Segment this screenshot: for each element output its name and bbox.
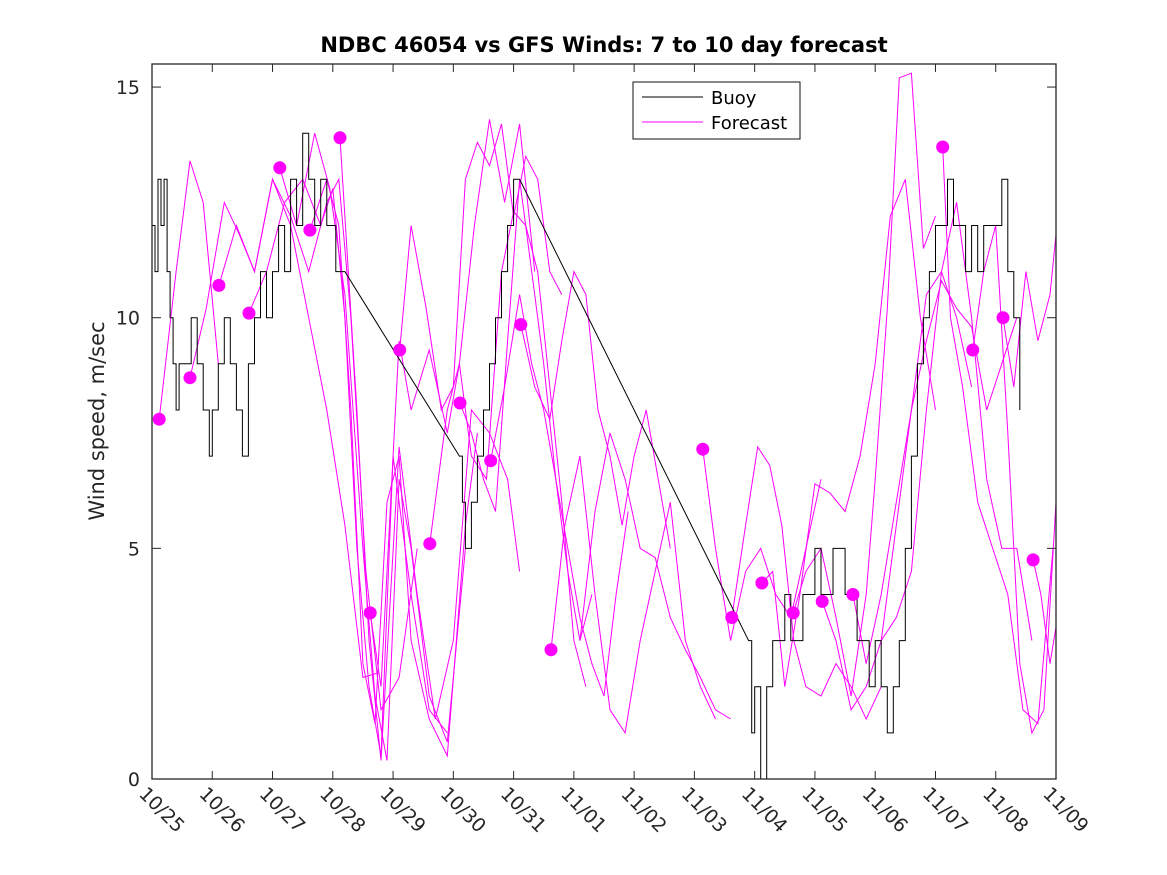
y-axis-label: Wind speed, m/sec <box>85 321 109 520</box>
plot-area <box>152 72 1056 779</box>
axes-box <box>151 63 1057 780</box>
forecast-line <box>550 455 716 735</box>
forecast-line <box>248 178 448 756</box>
forecast-line <box>399 123 563 412</box>
forecast-line <box>158 160 219 420</box>
forecast-start-marker <box>273 161 287 175</box>
forecast-line <box>972 225 1056 735</box>
forecast-start-marker <box>996 311 1010 325</box>
forecast-start-marker <box>453 396 467 410</box>
y-tick-label: 10 <box>116 308 140 330</box>
forecast-start-marker <box>1026 553 1040 567</box>
legend: Buoy Forecast <box>632 81 801 140</box>
forecast-start-marker <box>393 343 407 357</box>
forecast-line <box>792 72 936 697</box>
y-axis: 0 5 10 15 <box>116 77 1056 791</box>
legend-forecast-label: Forecast <box>711 113 787 134</box>
forecast-line <box>1002 234 1056 387</box>
forecast-start-marker <box>363 606 377 620</box>
marker-layer <box>152 131 1040 657</box>
forecast-start-marker <box>846 588 860 601</box>
forecast-line <box>309 177 478 758</box>
forecast-line <box>369 119 536 687</box>
buoy-line <box>152 132 1021 779</box>
forecast-start-marker <box>725 611 739 624</box>
y-tick-label: 0 <box>128 769 140 791</box>
forecast-start-marker <box>544 643 558 657</box>
forecast-start-marker <box>212 278 226 292</box>
forecast-layer <box>158 72 1056 761</box>
forecast-line <box>731 445 882 721</box>
forecast-start-marker <box>966 343 980 357</box>
forecast-start-marker <box>484 454 498 468</box>
forecast-start-marker <box>815 594 829 608</box>
legend-box <box>632 81 801 140</box>
forecast-line <box>189 177 379 679</box>
forecast-line <box>520 270 671 549</box>
forecast-line <box>852 279 1018 664</box>
forecast-start-marker <box>936 140 950 154</box>
forecast-start-marker <box>152 412 166 426</box>
forecast-start-marker <box>303 223 317 237</box>
forecast-line <box>459 179 593 641</box>
forecast-start-marker <box>755 576 769 590</box>
legend-buoy-label: Buoy <box>711 88 757 109</box>
forecast-line <box>821 270 973 712</box>
forecast-start-marker <box>333 131 347 145</box>
y-tick-label: 5 <box>128 538 140 560</box>
forecast-line <box>761 179 936 687</box>
forecast-line <box>579 432 731 720</box>
forecast-start-marker <box>696 442 710 456</box>
y-tick-label: 15 <box>116 77 140 99</box>
forecast-line <box>880 202 1033 641</box>
forecast-start-marker <box>423 537 437 551</box>
buoy-layer <box>152 132 1021 779</box>
forecast-line <box>702 449 822 641</box>
forecast-line <box>339 137 521 761</box>
forecast-start-marker <box>514 318 528 332</box>
forecast-start-marker <box>183 371 197 385</box>
forecast-start-marker <box>242 306 256 320</box>
forecast-line <box>942 146 1054 725</box>
forecast-line <box>1032 559 1056 664</box>
chart-title: NDBC 46054 vs GFS Winds: 7 to 10 day for… <box>320 33 887 57</box>
forecast-start-marker <box>786 606 800 620</box>
